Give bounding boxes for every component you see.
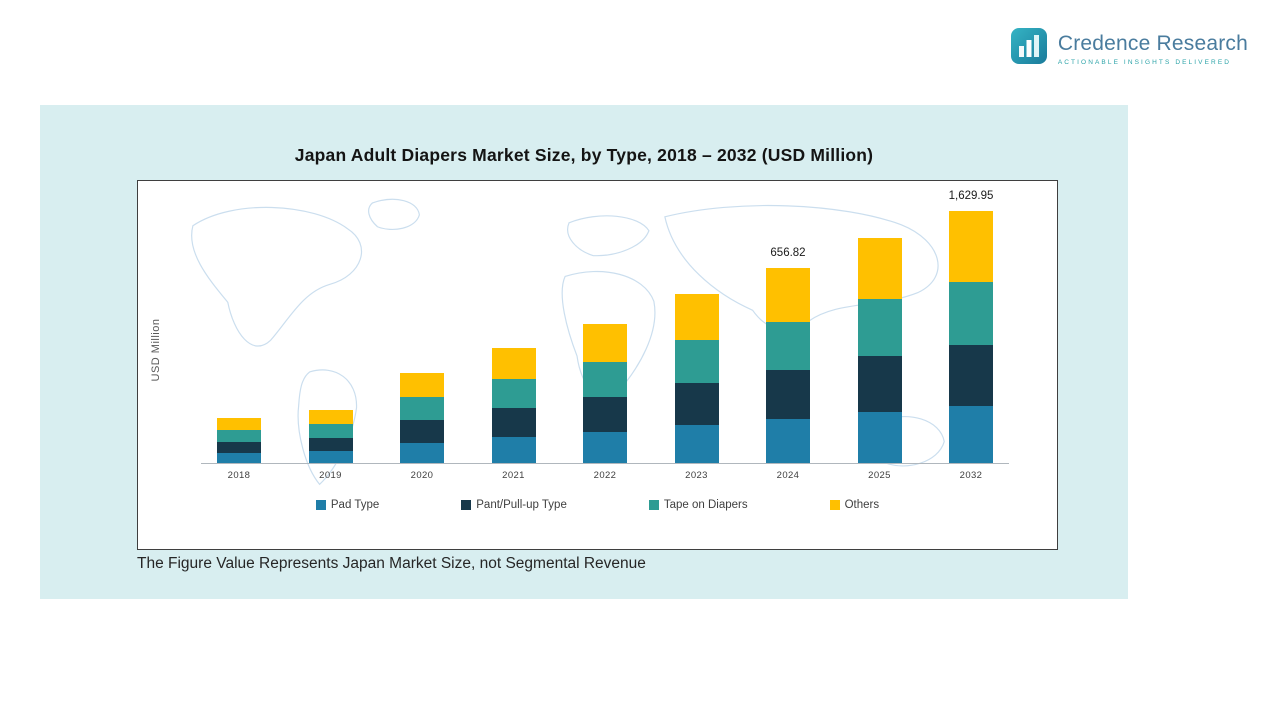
bar-stack bbox=[491, 348, 536, 463]
bar-segment-pant-pull-up-type bbox=[217, 442, 261, 453]
plot-area: 2018 2019 2020 2021 2022 2023 656.82 2024 2025 1,… bbox=[201, 190, 1009, 481]
bar-segment-pant-pull-up-type bbox=[949, 345, 993, 406]
bar-segment-others bbox=[674, 294, 719, 340]
legend-item-pant-pull-up-type: Pant/Pull-up Type bbox=[461, 499, 567, 511]
chart-title: Japan Adult Diapers Market Size, by Type… bbox=[294, 145, 874, 165]
chart-box: USD Million 2018 2019 2020 2021 2022 2023 656.… bbox=[137, 180, 1058, 550]
legend-swatch-others bbox=[829, 500, 840, 510]
bar-segment-others bbox=[400, 373, 444, 397]
bar-stack bbox=[766, 268, 810, 463]
bar-segment-pad-type bbox=[949, 406, 993, 463]
bar-segment-tape-on-diapers bbox=[400, 397, 444, 420]
x-tick-label: 2025 bbox=[868, 470, 891, 481]
bar-segment-others bbox=[308, 410, 353, 424]
logo-tagline: Actionable Insights Delivered bbox=[1057, 58, 1232, 66]
bar-column: 1,629.95 2032 bbox=[949, 190, 994, 481]
legend-swatch-pant-pull-up-type bbox=[461, 500, 472, 510]
bar-stack bbox=[949, 211, 993, 463]
bar-segment-pad-type bbox=[400, 443, 444, 463]
bar-segment-others bbox=[217, 418, 261, 430]
bar-segment-tape-on-diapers bbox=[583, 362, 627, 397]
legend-item-others: Others bbox=[829, 499, 880, 511]
bar-column: 2023 bbox=[674, 197, 719, 481]
bar-stack bbox=[400, 373, 444, 463]
logo-name: Credence Research bbox=[1057, 31, 1248, 55]
bar-segment-others bbox=[491, 348, 536, 379]
bar-column: 2019 bbox=[308, 197, 353, 481]
bar-segment-pant-pull-up-type bbox=[766, 370, 810, 419]
bar-column: 2022 bbox=[583, 197, 627, 481]
x-tick-label: 2032 bbox=[959, 470, 983, 481]
bar-value-label: 656.82 bbox=[770, 247, 806, 259]
chart-panel: Japan Adult Diapers Market Size, by Type… bbox=[40, 105, 1128, 599]
bar-segment-pant-pull-up-type bbox=[674, 383, 719, 425]
bar-segment-tape-on-diapers bbox=[674, 340, 719, 383]
bar-column: 2020 bbox=[400, 197, 444, 481]
bar-column: 656.82 2024 bbox=[766, 197, 810, 481]
x-tick-label: 2018 bbox=[227, 470, 251, 481]
legend-label-tape-on-diapers: Tape on Diapers bbox=[663, 499, 748, 511]
bar-segment-tape-on-diapers bbox=[766, 322, 810, 370]
legend-swatch-pad-type bbox=[315, 500, 326, 510]
credence-logo-icon bbox=[1009, 26, 1049, 71]
bar-segment-pant-pull-up-type bbox=[857, 356, 902, 412]
bar-segment-others bbox=[949, 211, 993, 282]
legend: Pad Type Pant/Pull-up Type Tape on Diape… bbox=[138, 499, 1057, 511]
figure-note: The Figure Value Represents Japan Market… bbox=[137, 555, 646, 572]
bar-column: 2021 bbox=[491, 197, 536, 481]
credence-logo: Credence Research Actionable Insights De… bbox=[1009, 26, 1248, 71]
bar-column: 2018 bbox=[217, 197, 261, 481]
bar-segment-tape-on-diapers bbox=[857, 299, 902, 356]
legend-item-tape-on-diapers: Tape on Diapers bbox=[648, 499, 748, 511]
legend-swatch-tape-on-diapers bbox=[648, 500, 659, 510]
bar-stack bbox=[857, 238, 902, 463]
bar-segment-pad-type bbox=[857, 412, 902, 463]
bar-segment-tape-on-diapers bbox=[308, 424, 353, 438]
bar-stack bbox=[217, 418, 261, 463]
bar-segment-pant-pull-up-type bbox=[491, 408, 536, 437]
bar-stack bbox=[583, 324, 627, 463]
bar-segment-pad-type bbox=[491, 437, 536, 463]
bar-segment-pad-type bbox=[217, 453, 261, 463]
bar-segment-pant-pull-up-type bbox=[583, 397, 627, 432]
bar-segment-others bbox=[766, 268, 810, 322]
x-tick-label: 2019 bbox=[319, 470, 342, 481]
legend-label-others: Others bbox=[844, 499, 880, 511]
bar-segment-pad-type bbox=[766, 419, 810, 463]
bar-segment-pad-type bbox=[308, 451, 353, 463]
bar-segment-tape-on-diapers bbox=[217, 430, 261, 442]
bar-segment-tape-on-diapers bbox=[949, 282, 993, 345]
legend-label-pad-type: Pad Type bbox=[330, 499, 380, 511]
x-tick-label: 2020 bbox=[410, 470, 434, 481]
bar-stack bbox=[308, 410, 353, 463]
bar-segment-pant-pull-up-type bbox=[400, 420, 444, 443]
bar-value-label: 1,629.95 bbox=[948, 190, 994, 202]
bar-segment-others bbox=[583, 324, 627, 362]
bar-segment-pad-type bbox=[583, 432, 627, 463]
bar-stack bbox=[674, 294, 719, 463]
x-tick-label: 2023 bbox=[685, 470, 708, 481]
x-tick-label: 2024 bbox=[776, 470, 800, 481]
legend-label-pant-pull-up-type: Pant/Pull-up Type bbox=[476, 499, 567, 511]
bar-segment-pad-type bbox=[674, 425, 719, 463]
x-tick-label: 2022 bbox=[593, 470, 617, 481]
bar-column: 2025 bbox=[857, 197, 902, 481]
y-axis-label: USD Million bbox=[150, 318, 162, 382]
logo-text: Credence Research Actionable Insights De… bbox=[1058, 32, 1248, 66]
bar-segment-others bbox=[857, 238, 902, 299]
x-tick-label: 2021 bbox=[502, 470, 525, 481]
legend-item-pad-type: Pad Type bbox=[315, 499, 380, 511]
bar-segment-tape-on-diapers bbox=[491, 379, 536, 408]
bar-segment-pant-pull-up-type bbox=[308, 438, 353, 451]
